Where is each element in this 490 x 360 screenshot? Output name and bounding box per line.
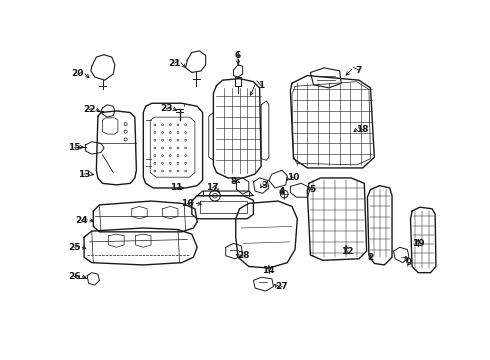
Text: 9: 9: [406, 258, 412, 267]
Text: 13: 13: [78, 170, 90, 179]
Text: 10: 10: [287, 174, 300, 183]
Text: 2: 2: [368, 253, 373, 262]
Text: 8: 8: [230, 177, 237, 186]
Text: 12: 12: [341, 247, 354, 256]
Text: 7: 7: [356, 66, 362, 75]
Text: 20: 20: [72, 69, 84, 78]
Text: 5: 5: [310, 185, 316, 194]
Text: 21: 21: [168, 59, 180, 68]
Text: 17: 17: [206, 184, 219, 193]
Text: 4: 4: [279, 186, 285, 195]
Text: 1: 1: [258, 81, 264, 90]
Text: 26: 26: [68, 272, 80, 281]
Text: 3: 3: [262, 181, 268, 190]
Text: 14: 14: [263, 266, 275, 275]
Text: 6: 6: [235, 51, 241, 60]
Text: 15: 15: [68, 143, 80, 152]
Text: 19: 19: [412, 239, 424, 248]
Text: 16: 16: [181, 199, 194, 208]
Text: 25: 25: [68, 243, 80, 252]
Text: 28: 28: [237, 251, 250, 260]
Text: 22: 22: [83, 105, 96, 114]
Text: 18: 18: [357, 125, 369, 134]
Text: 27: 27: [275, 282, 288, 291]
Text: 11: 11: [170, 184, 183, 193]
Text: 24: 24: [75, 216, 88, 225]
Text: 23: 23: [160, 104, 172, 113]
